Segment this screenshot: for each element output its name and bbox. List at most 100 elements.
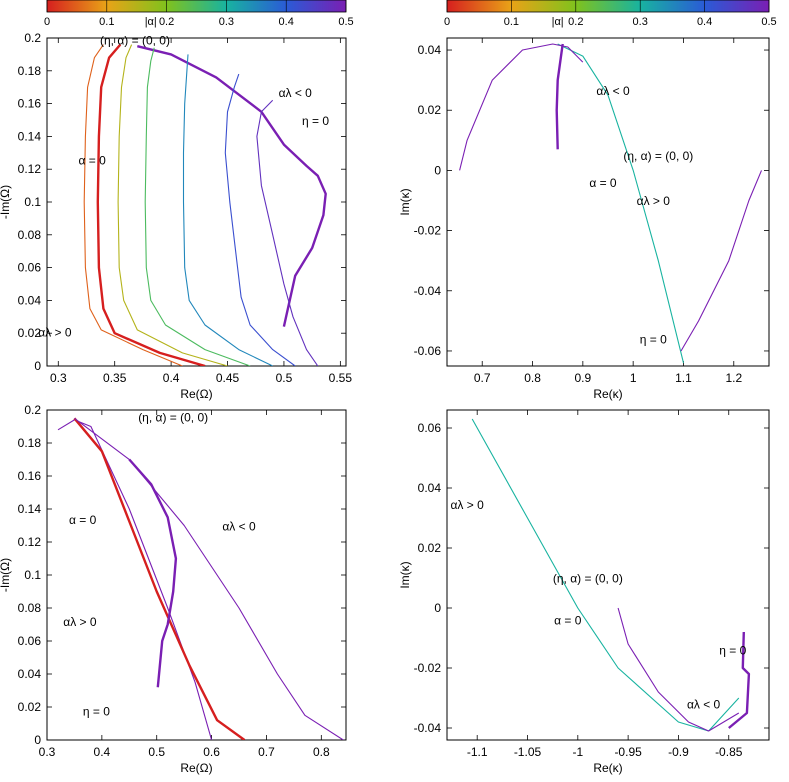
colorbar-tick-label: 0 xyxy=(444,16,450,28)
y-tick-label: 0.02 xyxy=(418,103,442,117)
colorbar-tick-label: 0.4 xyxy=(279,16,294,28)
annotation-label: αλ > 0 xyxy=(450,498,484,512)
annotation-label: αλ < 0 xyxy=(687,698,721,712)
series-line xyxy=(128,458,178,688)
annotation-label: η = 0 xyxy=(302,114,329,128)
y-tick-label: 0.14 xyxy=(18,502,42,516)
y-tick-label: 0.04 xyxy=(418,43,442,57)
plot-frame xyxy=(46,409,347,741)
annotation-label: η = 0 xyxy=(719,644,746,658)
colorbar-tick-label: 0.1 xyxy=(99,16,114,28)
y-tick-label: 0.02 xyxy=(418,541,442,555)
plot-frame xyxy=(446,409,770,741)
y-tick-label: 0 xyxy=(34,733,41,747)
colorbar-tick-label: 0.3 xyxy=(219,16,234,28)
colorbar-label: |α| xyxy=(145,16,157,28)
series-line xyxy=(680,170,763,352)
x-tick-label: 1 xyxy=(630,371,637,385)
y-axis-label: Im(κ) xyxy=(398,188,412,215)
y-tick-label: 0.06 xyxy=(418,421,442,435)
y-tick-label: 0.16 xyxy=(18,469,42,483)
colorbar-tick-label: 0.3 xyxy=(633,16,648,28)
x-tick-label: 0.5 xyxy=(148,745,165,759)
colorbar-tick-label: 0.5 xyxy=(338,16,353,28)
annotation-label: αλ > 0 xyxy=(63,615,97,629)
annotation-label: η = 0 xyxy=(640,332,667,346)
annotation-label: α = 0 xyxy=(589,176,617,190)
colorbar-left: 0 0.1 0.2 0.3 0.4 0.5 |α| xyxy=(44,0,354,28)
x-tick-label: 0.8 xyxy=(524,371,541,385)
y-tick-label: 0.04 xyxy=(418,481,442,495)
x-axis-label: Re(Ω) xyxy=(180,761,212,775)
series-line xyxy=(224,73,296,366)
y-tick-label: 0.12 xyxy=(18,162,42,176)
y-tick-label: 0.02 xyxy=(18,326,42,340)
x-tick-label: 0.3 xyxy=(50,371,67,385)
x-tick-label: 0.7 xyxy=(258,745,275,759)
series-group xyxy=(57,417,344,740)
y-tick-label: 0.18 xyxy=(18,64,42,78)
series-line xyxy=(83,44,183,366)
series-line xyxy=(137,45,327,327)
x-tick-label: -0.9 xyxy=(668,745,689,759)
y-tick-label: 0 xyxy=(434,601,441,615)
y-tick-label: 0.16 xyxy=(18,97,42,111)
colorbar-gradient xyxy=(46,0,347,13)
colorbar-right: 0 0.1 0.2 0.3 0.4 0.5 |α| xyxy=(444,0,777,28)
x-tick-label: -0.95 xyxy=(614,745,642,759)
chart-panel-4: -1.1 -1.05 -1 -0.95 -0.9 -0.85 -0.04 -0.02 0 0.02… xyxy=(398,409,770,775)
series-line xyxy=(256,99,319,366)
annotation-label: αλ < 0 xyxy=(222,519,256,533)
y-tick-label: -0.06 xyxy=(414,344,442,358)
chart-panel-3: 0.3 0.4 0.5 0.6 0.7 0.8 0 0.02 0.04 0.06 0.08 0.1 0.… xyxy=(0,403,347,775)
x-tick-label: -1 xyxy=(572,745,583,759)
y-tick-label: 0 xyxy=(434,163,441,177)
annotation-label: αλ < 0 xyxy=(596,84,630,98)
x-tick-label: -1.1 xyxy=(467,745,488,759)
colorbar-tick-label: 0 xyxy=(44,16,50,28)
colorbar-tick-label: 0.2 xyxy=(568,16,583,28)
x-tick-label: 0.5 xyxy=(276,371,293,385)
series-line xyxy=(117,44,228,366)
y-tick-label: 0.08 xyxy=(18,601,42,615)
y-tick-label: 0.06 xyxy=(18,634,42,648)
y-tick-label: 0 xyxy=(34,359,41,373)
colorbar-tick-label: 0.5 xyxy=(761,16,776,28)
y-tick-label: 0.14 xyxy=(18,129,42,143)
series-line xyxy=(74,417,344,740)
y-tick-label: -0.04 xyxy=(414,721,442,735)
y-axis-label: -Im(Ω) xyxy=(0,185,12,219)
y-tick-label: 0.12 xyxy=(18,535,42,549)
annotation-label: (η, α) = (0, 0) xyxy=(553,572,623,586)
series-group xyxy=(83,43,327,366)
x-axis-label: Re(Ω) xyxy=(180,387,212,401)
annotation-label: (η, α) = (0, 0) xyxy=(138,411,208,425)
y-tick-label: 0.18 xyxy=(18,436,42,450)
annotation-label: α = 0 xyxy=(78,153,106,167)
annotation-label: (η, α) = (0, 0) xyxy=(100,34,170,48)
series-group xyxy=(459,43,763,364)
y-tick-label: 0.08 xyxy=(18,228,42,242)
colorbar-tick-label: 0.4 xyxy=(697,16,712,28)
y-tick-label: -0.02 xyxy=(414,661,442,675)
annotation-label: α = 0 xyxy=(69,513,97,527)
y-axis-label: -Im(Ω) xyxy=(0,558,12,592)
chart-panel-1: 0.3 0.35 0.4 0.45 0.5 0.55 0 0.02 0.04 0.06 0.08 0.… xyxy=(0,31,352,401)
annotation-label: (η, α) = (0, 0) xyxy=(623,149,693,163)
series-group xyxy=(471,418,751,732)
annotation-label: αλ < 0 xyxy=(279,86,313,100)
y-tick-label: 0.04 xyxy=(18,667,42,681)
series-line xyxy=(96,43,206,366)
series-line xyxy=(617,607,740,732)
x-axis-label: Re(κ) xyxy=(593,761,622,775)
x-tick-label: 1.1 xyxy=(675,371,692,385)
y-tick-label: 0.2 xyxy=(24,403,41,417)
x-tick-label: -0.85 xyxy=(715,745,743,759)
x-tick-label: 0.8 xyxy=(313,745,330,759)
colorbar-label: |α| xyxy=(552,16,564,28)
series-line xyxy=(182,54,273,366)
x-tick-label: 0.6 xyxy=(203,745,220,759)
annotation-label: αλ > 0 xyxy=(38,325,72,339)
